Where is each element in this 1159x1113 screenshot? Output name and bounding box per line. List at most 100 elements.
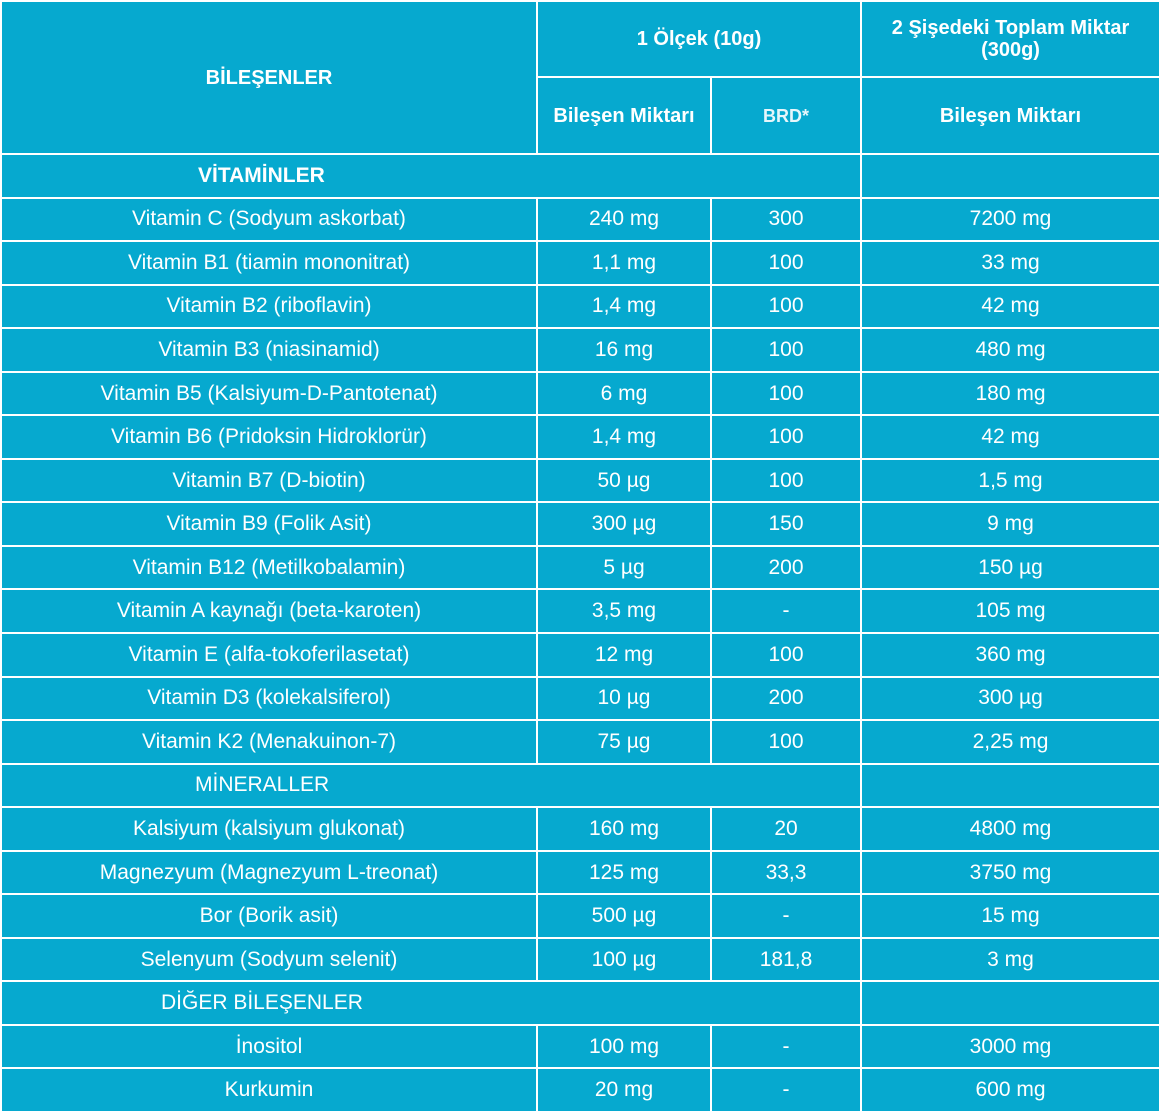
ingredient-total: 4800 mg (860, 806, 1159, 852)
ingredient-name: Kalsiyum (kalsiyum glukonat) (0, 806, 538, 852)
ingredient-amount: 100 mg (536, 1023, 712, 1070)
ingredient-total: 2,25 mg (860, 719, 1159, 765)
ingredient-total: 15 mg (860, 893, 1159, 939)
table-row: Vitamin A kaynağı (beta-karoten) 3,5 mg -1… (0, 588, 1159, 635)
ingredient-brd: 20 (709, 806, 863, 852)
ingredient-name: Vitamin B9 (Folik Asit) (0, 501, 538, 547)
section-empty-cell (860, 153, 1159, 199)
table-row: Vitamin B1 (tiamin mononitrat) 1,1 mg 100 3… (0, 240, 1159, 286)
ingredient-amount: 12 mg (536, 632, 712, 678)
ingredient-amount: 300 µg (536, 501, 712, 547)
ingredient-name: Selenyum (Sodyum selenit) (0, 936, 538, 983)
ingredient-brd: 200 (709, 675, 863, 722)
table-row: Selenyum (Sodyum selenit) 100 µg 181,8 3 mg (0, 936, 1159, 983)
ingredient-total: 3000 mg (860, 1023, 1159, 1070)
ingredient-brd: 100 (709, 457, 863, 504)
table-row: Vitamin B6 (Pridoksin Hidroklorür) 1,4 mg… (0, 414, 1159, 460)
table-row: Vitamin B7 (D-biotin) 50 µg 100 1,5 mg (0, 457, 1159, 504)
ingredient-brd: - (709, 893, 863, 939)
section-empty-cell (860, 762, 1159, 809)
ingredient-amount: 240 mg (536, 196, 712, 243)
table-row: Bor (Borik asit) 500 µg -15 mg (0, 893, 1159, 939)
header-ingredients: BİLEŞENLER (0, 0, 538, 155)
section-title: VİTAMİNLER (0, 153, 863, 199)
header-brd: BRD* (709, 76, 863, 155)
ingredient-name: Vitamin A kaynağı (beta-karoten) (0, 588, 538, 635)
ingredient-name: Vitamin B12 (Metilkobalamin) (0, 544, 538, 591)
ingredient-name: Vitamin E (alfa-tokoferilasetat) (0, 632, 538, 678)
ingredient-name: Bor (Borik asit) (0, 893, 538, 939)
ingredient-total: 9 mg (860, 501, 1159, 547)
section-title: MİNERALLER (0, 762, 863, 809)
ingredient-brd: 100 (709, 632, 863, 678)
ingredient-amount: 6 mg (536, 370, 712, 417)
table-row: Vitamin B5 (Kalsiyum-D-Pantotenat) 6 mg 10… (0, 370, 1159, 417)
ingredient-name: Vitamin B2 (riboflavin) (0, 283, 538, 330)
ingredient-total: 105 mg (860, 588, 1159, 635)
header-total-amount: Bileşen Miktarı (860, 76, 1159, 155)
ingredient-amount: 1,4 mg (536, 414, 712, 460)
ingredient-brd: 181,8 (709, 936, 863, 983)
ingredient-total: 600 mg (860, 1067, 1159, 1113)
ingredient-brd: 33,3 (709, 849, 863, 896)
ingredient-brd: 300 (709, 196, 863, 243)
ingredient-brd: 100 (709, 414, 863, 460)
ingredient-name: Vitamin B6 (Pridoksin Hidroklorür) (0, 414, 538, 460)
section-title: DİĞER BİLEŞENLER (0, 980, 863, 1026)
ingredient-brd: 100 (709, 240, 863, 286)
section-row: VİTAMİNLER (0, 153, 1159, 199)
ingredient-amount: 500 µg (536, 893, 712, 939)
ingredient-brd: - (709, 588, 863, 635)
ingredient-brd: 100 (709, 327, 863, 373)
ingredient-amount: 5 µg (536, 544, 712, 591)
table-row: Vitamin K2 (Menakuinon-7) 75 µg 100 2,25 mg (0, 719, 1159, 765)
ingredient-total: 1,5 mg (860, 457, 1159, 504)
ingredient-amount: 75 µg (536, 719, 712, 765)
ingredient-name: Vitamin C (Sodyum askorbat) (0, 196, 538, 243)
ingredient-name: Vitamin B5 (Kalsiyum-D-Pantotenat) (0, 370, 538, 417)
ingredient-amount: 50 µg (536, 457, 712, 504)
ingredient-amount: 1,1 mg (536, 240, 712, 286)
ingredient-name: Vitamin D3 (kolekalsiferol) (0, 675, 538, 722)
header-total: 2 Şişedeki Toplam Miktar (300g) (860, 0, 1159, 78)
ingredient-amount: 16 mg (536, 327, 712, 373)
table-row: Vitamin B12 (Metilkobalamin) 5 µg 200 150 µ… (0, 544, 1159, 591)
ingredient-total: 42 mg (860, 283, 1159, 330)
ingredient-total: 42 mg (860, 414, 1159, 460)
table-row: Kalsiyum (kalsiyum glukonat) 160 mg 20 4800… (0, 806, 1159, 852)
ingredient-name: Kurkumin (0, 1067, 538, 1113)
section-row: MİNERALLER (0, 762, 1159, 809)
ingredient-amount: 125 mg (536, 849, 712, 896)
ingredient-name: Vitamin K2 (Menakuinon-7) (0, 719, 538, 765)
table-row: Vitamin B3 (niasinamid) 16 mg 100 480 mg (0, 327, 1159, 373)
ingredient-total: 3750 mg (860, 849, 1159, 896)
section-empty-cell (860, 980, 1159, 1026)
ingredient-name: İnositol (0, 1023, 538, 1070)
ingredient-name: Vitamin B7 (D-biotin) (0, 457, 538, 504)
ingredient-total: 150 µg (860, 544, 1159, 591)
table-row: Vitamin C (Sodyum askorbat) 240 mg 300 7200… (0, 196, 1159, 243)
ingredient-name: Vitamin B1 (tiamin mononitrat) (0, 240, 538, 286)
ingredient-total: 7200 mg (860, 196, 1159, 243)
ingredient-amount: 3,5 mg (536, 588, 712, 635)
ingredient-amount: 1,4 mg (536, 283, 712, 330)
ingredient-amount: 20 mg (536, 1067, 712, 1113)
table-row: Vitamin B2 (riboflavin) 1,4 mg 100 42 mg (0, 283, 1159, 330)
ingredient-brd: 100 (709, 370, 863, 417)
ingredient-amount: 100 µg (536, 936, 712, 983)
ingredient-total: 180 mg (860, 370, 1159, 417)
ingredient-total: 300 µg (860, 675, 1159, 722)
ingredient-total: 480 mg (860, 327, 1159, 373)
table-row: Magnezyum (Magnezyum L-treonat) 125 mg 33,… (0, 849, 1159, 896)
section-row: DİĞER BİLEŞENLER (0, 980, 1159, 1026)
ingredient-brd: 150 (709, 501, 863, 547)
ingredient-amount: 160 mg (536, 806, 712, 852)
table-row: Vitamin B9 (Folik Asit) 300 µg 150 9 mg (0, 501, 1159, 547)
table-row: İnositol 100 mg -3000 mg (0, 1023, 1159, 1070)
ingredient-total: 3 mg (860, 936, 1159, 983)
table-row: Kurkumin 20 mg -600 mg (0, 1067, 1159, 1113)
ingredient-brd: 200 (709, 544, 863, 591)
ingredient-total: 33 mg (860, 240, 1159, 286)
